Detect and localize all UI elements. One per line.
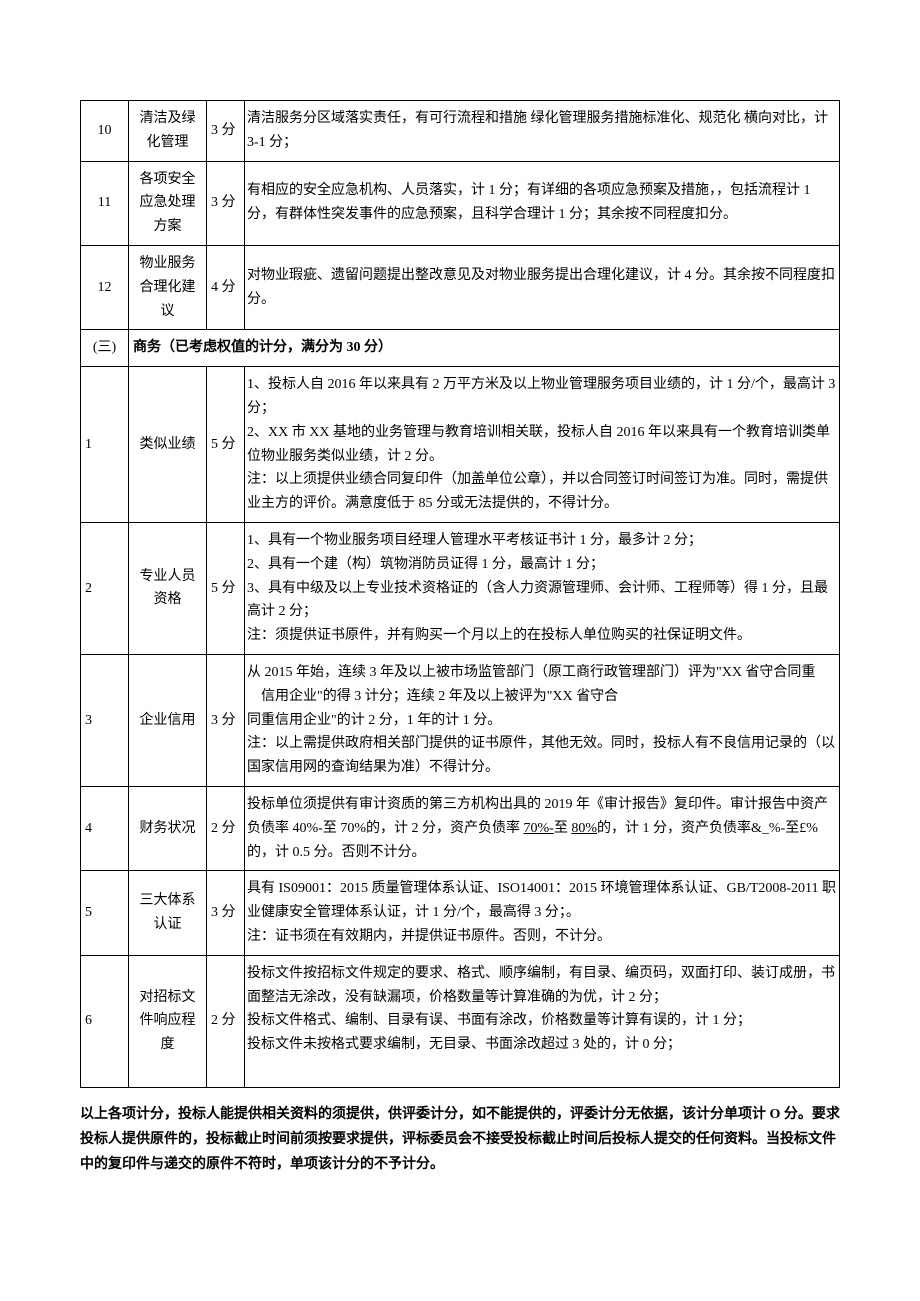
row-index: 2 <box>81 522 129 654</box>
table-row: 10清洁及绿化管理3 分清洁服务分区域落实责任，有可行流程和措施 绿化管理服务措… <box>81 101 840 162</box>
row-index: 6 <box>81 955 129 1087</box>
row-description: 投标单位须提供有审计资质的第三方机构出具的 2019 年《审计报告》复印件。审计… <box>245 786 840 870</box>
table-row: 6对招标文件响应程度2 分投标文件按招标文件规定的要求、格式、顺序编制，有目录、… <box>81 955 840 1087</box>
row-description: 有相应的安全应急机构、人员落实，计 1 分；有详细的各项应急预案及措施，，包括流… <box>245 161 840 245</box>
row-score: 3 分 <box>207 161 245 245</box>
section-header-row: (三)商务（已考虑权值的计分，满分为 30 分） <box>81 330 840 367</box>
row-index: 3 <box>81 654 129 786</box>
row-description: 投标文件按招标文件规定的要求、格式、顺序编制，有目录、编页码，双面打印、装订成册… <box>245 955 840 1087</box>
row-score: 3 分 <box>207 654 245 786</box>
table-row: 5三大体系认证3 分具有 IS09001：2015 质量管理体系认证、ISO14… <box>81 871 840 955</box>
row-score: 3 分 <box>207 871 245 955</box>
row-item-name: 财务状况 <box>129 786 207 870</box>
table-row: 1类似业绩5 分1、投标人自 2016 年以来具有 2 万平方米及以上物业管理服… <box>81 367 840 523</box>
row-description: 清洁服务分区域落实责任，有可行流程和措施 绿化管理服务措施标准化、规范化 横向对… <box>245 101 840 162</box>
row-score: 5 分 <box>207 522 245 654</box>
row-score: 2 分 <box>207 955 245 1087</box>
row-description: 1、投标人自 2016 年以来具有 2 万平方米及以上物业管理服务项目业绩的，计… <box>245 367 840 523</box>
row-index: 11 <box>81 161 129 245</box>
row-description: 从 2015 年始，连续 3 年及以上被市场监管部门（原工商行政管理部门）评为"… <box>245 654 840 786</box>
row-description: 具有 IS09001：2015 质量管理体系认证、ISO14001：2015 环… <box>245 871 840 955</box>
scoring-table: 10清洁及绿化管理3 分清洁服务分区域落实责任，有可行流程和措施 绿化管理服务措… <box>80 100 840 1088</box>
row-item-name: 清洁及绿化管理 <box>129 101 207 162</box>
row-score: 2 分 <box>207 786 245 870</box>
table-row: 2专业人员资格5 分1、具有一个物业服务项目经理人管理水平考核证书计 1 分，最… <box>81 522 840 654</box>
row-item-name: 专业人员资格 <box>129 522 207 654</box>
row-score: 4 分 <box>207 245 245 329</box>
table-row: 4财务状况2 分投标单位须提供有审计资质的第三方机构出具的 2019 年《审计报… <box>81 786 840 870</box>
row-score: 3 分 <box>207 101 245 162</box>
row-item-name: 对招标文件响应程度 <box>129 955 207 1087</box>
footer-note: 以上各项计分，投标人能提供相关资料的须提供，供评委计分，如不能提供的，评委计分无… <box>80 1102 840 1178</box>
row-index: 4 <box>81 786 129 870</box>
row-score: 5 分 <box>207 367 245 523</box>
table-row: 12物业服务合理化建议4 分对物业瑕疵、遗留问题提出整改意见及对物业服务提出合理… <box>81 245 840 329</box>
row-item-name: 各项安全应急处理方案 <box>129 161 207 245</box>
section-title: 商务（已考虑权值的计分，满分为 30 分） <box>129 330 840 367</box>
table-row: 11各项安全应急处理方案3 分有相应的安全应急机构、人员落实，计 1 分；有详细… <box>81 161 840 245</box>
row-item-name: 类似业绩 <box>129 367 207 523</box>
row-index: 1 <box>81 367 129 523</box>
row-description: 对物业瑕疵、遗留问题提出整改意见及对物业服务提出合理化建议，计 4 分。其余按不… <box>245 245 840 329</box>
row-index: 12 <box>81 245 129 329</box>
row-index: 10 <box>81 101 129 162</box>
row-index: 5 <box>81 871 129 955</box>
row-item-name: 三大体系认证 <box>129 871 207 955</box>
section-index: (三) <box>81 330 129 367</box>
row-item-name: 企业信用 <box>129 654 207 786</box>
row-item-name: 物业服务合理化建议 <box>129 245 207 329</box>
row-description: 1、具有一个物业服务项目经理人管理水平考核证书计 1 分，最多计 2 分；2、具… <box>245 522 840 654</box>
table-row: 3企业信用3 分从 2015 年始，连续 3 年及以上被市场监管部门（原工商行政… <box>81 654 840 786</box>
